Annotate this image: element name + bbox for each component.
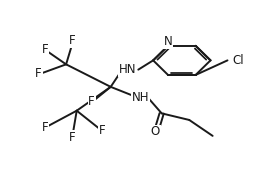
Text: Cl: Cl — [232, 54, 244, 67]
Text: HN: HN — [119, 63, 136, 76]
Text: NH: NH — [132, 91, 149, 104]
Text: F: F — [69, 131, 76, 144]
Text: O: O — [151, 125, 160, 138]
Text: N: N — [164, 35, 172, 48]
Text: F: F — [69, 34, 76, 47]
Text: F: F — [35, 67, 42, 80]
Text: F: F — [42, 43, 48, 56]
Text: F: F — [42, 121, 48, 134]
Text: F: F — [99, 124, 105, 137]
Text: F: F — [88, 95, 95, 108]
